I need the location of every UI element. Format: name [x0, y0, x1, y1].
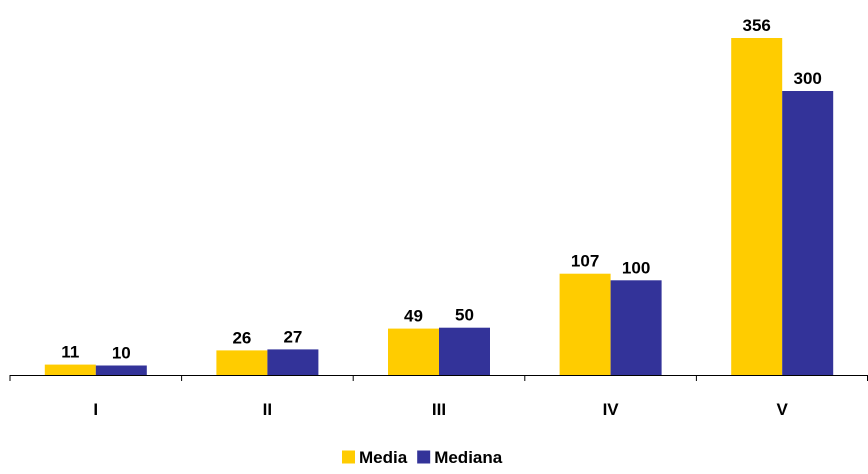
x-tick-label-i: I	[93, 400, 98, 419]
value-label-mediana-iv: 100	[622, 258, 650, 277]
legend: Media Mediana	[342, 448, 503, 467]
bar-mediana-i	[95, 365, 147, 375]
x-tick-label-ii: II	[263, 400, 272, 419]
value-label-media-i: 11	[61, 343, 79, 362]
bar-media-iii	[388, 328, 439, 375]
value-label-media-iii: 49	[404, 307, 423, 326]
x-tick-label-iv: IV	[603, 400, 620, 419]
legend-swatch-media	[342, 450, 355, 464]
bar-mediana-iv	[610, 280, 662, 375]
bar-media-iv	[559, 273, 611, 375]
bar-media-v	[731, 38, 783, 375]
bar-media-ii	[216, 350, 268, 375]
legend-label-media: Media	[359, 448, 408, 467]
x-axis: I II III IV V	[9, 375, 868, 419]
value-label-mediana-v: 300	[794, 69, 822, 88]
bar-mediana-v	[782, 91, 834, 375]
value-label-mediana-i: 10	[112, 344, 131, 363]
value-label-media-iv: 107	[571, 252, 599, 271]
legend-swatch-mediana	[417, 450, 431, 464]
bar-mediana-iii	[439, 327, 490, 375]
bars-layer	[44, 38, 834, 375]
x-tick-label-iii: III	[432, 400, 446, 419]
value-label-media-ii: 26	[232, 328, 251, 347]
bar-mediana-ii	[267, 349, 319, 375]
bar-media-i	[44, 364, 96, 375]
value-label-mediana-iii: 50	[455, 306, 474, 325]
x-tick-label-v: V	[777, 400, 789, 419]
legend-label-mediana: Mediana	[434, 448, 503, 467]
value-label-mediana-ii: 27	[283, 327, 302, 346]
value-label-media-v: 356	[743, 16, 771, 35]
value-labels-layer: 11 10 26 27 49 50 107 100 356 300	[61, 16, 822, 363]
